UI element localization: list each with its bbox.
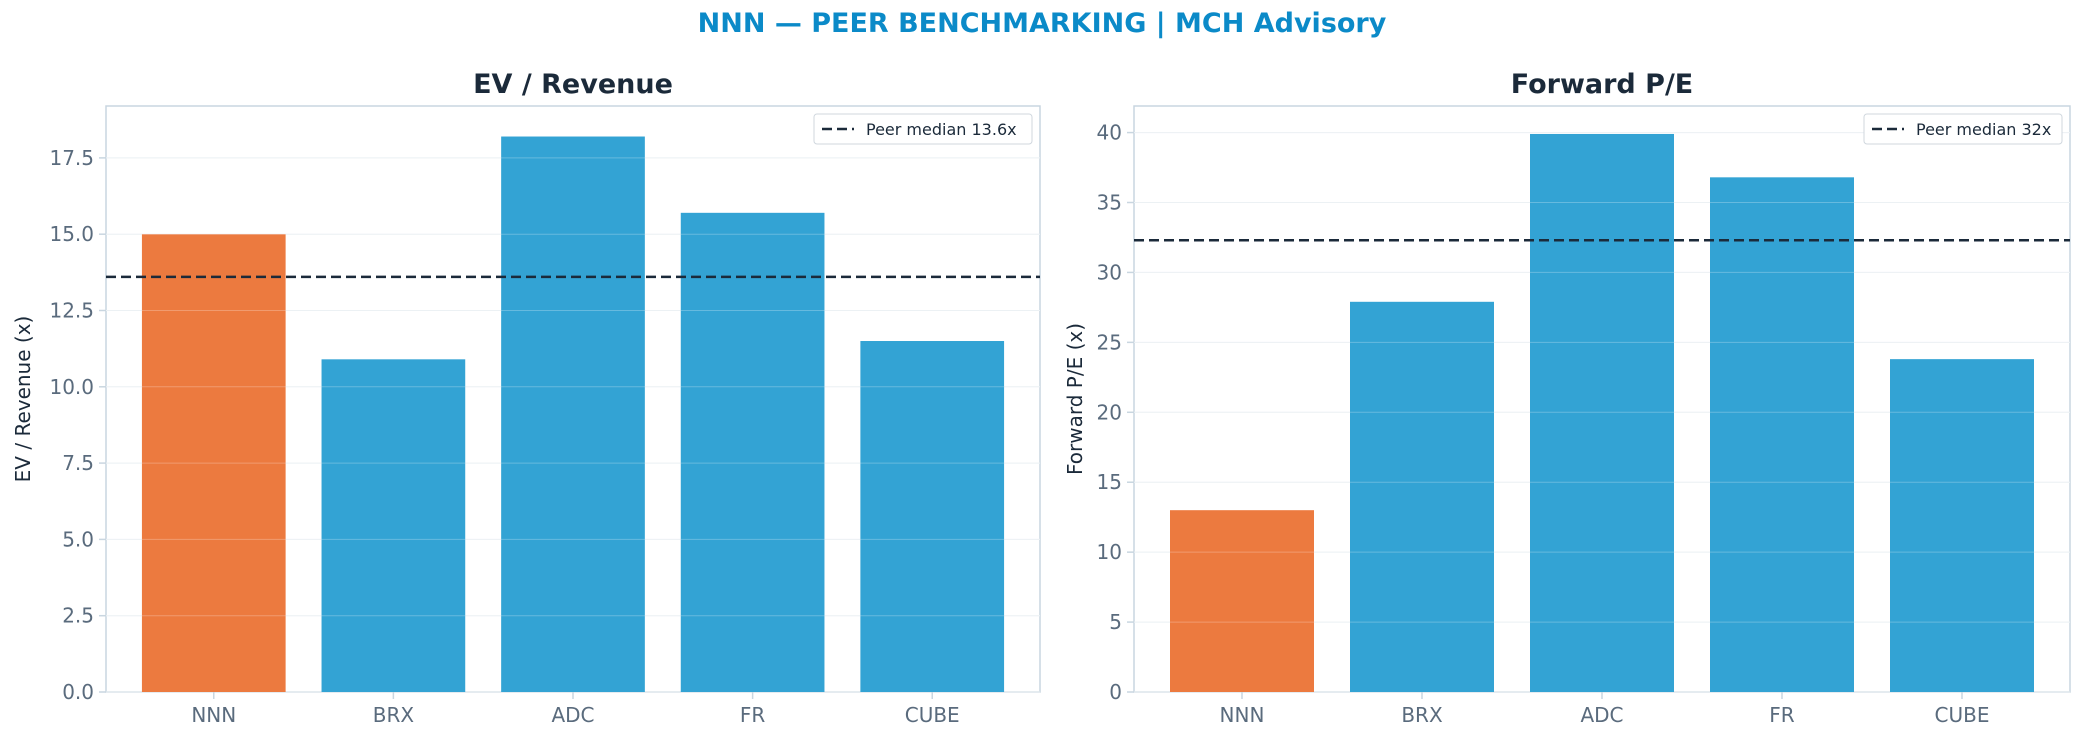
bar-cube [1890, 359, 2034, 692]
x-tick-label: NNN [1220, 703, 1265, 727]
bar-cube [860, 341, 1005, 692]
legend: Peer median 32x [1863, 113, 2063, 145]
y-tick-label: 5 [1109, 610, 1122, 634]
bar-adc [1530, 133, 1674, 692]
legend-label: Peer median 32x [1916, 120, 2051, 139]
bar-brx [1350, 301, 1494, 692]
y-tick-label: 5.0 [62, 527, 94, 551]
y-tick-label: 15.0 [49, 222, 94, 246]
y-tick-label: 35 [1097, 191, 1122, 215]
x-tick-label: FR [1769, 703, 1795, 727]
y-axis-label: EV / Revenue (x) [11, 316, 35, 483]
bar-nnn [141, 234, 286, 692]
x-tick-label: CUBE [905, 703, 960, 727]
bar-brx [321, 359, 466, 692]
y-tick-label: 10.0 [49, 375, 94, 399]
x-tick-label: FR [740, 703, 766, 727]
legend-box [813, 113, 1033, 145]
y-tick-label: 40 [1097, 121, 1122, 145]
chart-panel-1: NNN BRX ADC FR CUBE 0.0 2.5 5.0 7.5 10.0 12.5 15.0 1… [11, 69, 1041, 727]
bar-nnn [1170, 510, 1314, 692]
panel-title: EV / Revenue [473, 69, 673, 100]
y-tick-label: 12.5 [49, 298, 94, 322]
legend-label: Peer median 13.6x [866, 120, 1017, 139]
y-tick-label: 0.0 [62, 680, 94, 704]
panel-title: Forward P/E [1511, 69, 1694, 100]
y-axis-label: Forward P/E (x) [1063, 323, 1087, 475]
x-tick-label: CUBE [1935, 703, 1990, 727]
figure-title: NNN — PEER BENCHMARKING | MCH Advisory [697, 8, 1387, 39]
bar-adc [501, 136, 645, 693]
bar-fr [1710, 177, 1854, 692]
legend: Peer median 13.6x [813, 113, 1033, 145]
y-tick-label: 17.5 [49, 146, 94, 170]
bar-fr [680, 212, 825, 692]
y-tick-label: 0 [1109, 680, 1122, 704]
x-tick-label: ADC [1580, 703, 1623, 727]
y-tick-label: 30 [1097, 260, 1122, 284]
y-tick-label: 7.5 [62, 451, 94, 475]
x-tick-label: BRX [373, 703, 415, 727]
x-tick-label: NNN [191, 703, 236, 727]
legend-box [1863, 113, 2063, 145]
y-tick-label: 20 [1097, 400, 1122, 424]
x-tick-label: ADC [551, 703, 594, 727]
y-tick-label: 10 [1097, 540, 1122, 564]
y-tick-label: 2.5 [62, 604, 94, 628]
chart-panel-2: NNN BRX ADC FR CUBE 0 5 10 15 20 25 30 35 40 Peer medi… [1063, 69, 2071, 727]
y-tick-label: 25 [1097, 330, 1122, 354]
x-tick-label: BRX [1401, 703, 1443, 727]
y-tick-label: 15 [1097, 470, 1122, 494]
